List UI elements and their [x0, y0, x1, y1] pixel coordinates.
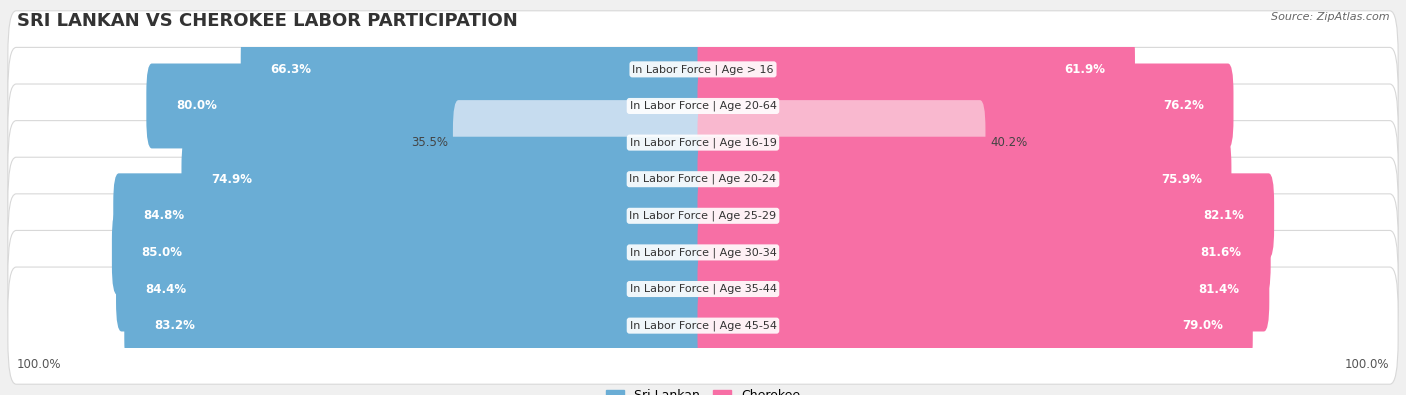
FancyBboxPatch shape	[8, 194, 1398, 311]
FancyBboxPatch shape	[8, 11, 1398, 128]
Text: 84.4%: 84.4%	[146, 282, 187, 295]
Text: Source: ZipAtlas.com: Source: ZipAtlas.com	[1271, 12, 1389, 22]
Text: 74.9%: 74.9%	[211, 173, 252, 186]
FancyBboxPatch shape	[112, 210, 709, 295]
Text: In Labor Force | Age 25-29: In Labor Force | Age 25-29	[630, 211, 776, 221]
Text: In Labor Force | Age > 16: In Labor Force | Age > 16	[633, 64, 773, 75]
FancyBboxPatch shape	[8, 84, 1398, 201]
FancyBboxPatch shape	[8, 267, 1398, 384]
FancyBboxPatch shape	[697, 100, 986, 185]
FancyBboxPatch shape	[697, 246, 1270, 331]
Text: 40.2%: 40.2%	[990, 136, 1028, 149]
Legend: Sri Lankan, Cherokee: Sri Lankan, Cherokee	[600, 384, 806, 395]
Text: 66.3%: 66.3%	[270, 63, 311, 76]
FancyBboxPatch shape	[240, 27, 709, 112]
Text: In Labor Force | Age 30-34: In Labor Force | Age 30-34	[630, 247, 776, 258]
FancyBboxPatch shape	[697, 173, 1274, 258]
Text: 81.6%: 81.6%	[1201, 246, 1241, 259]
FancyBboxPatch shape	[114, 173, 709, 258]
Text: 80.0%: 80.0%	[176, 100, 217, 113]
Text: 85.0%: 85.0%	[142, 246, 183, 259]
Text: In Labor Force | Age 16-19: In Labor Force | Age 16-19	[630, 137, 776, 148]
Text: 100.0%: 100.0%	[17, 358, 62, 371]
FancyBboxPatch shape	[8, 47, 1398, 165]
Text: In Labor Force | Age 20-64: In Labor Force | Age 20-64	[630, 101, 776, 111]
Text: 84.8%: 84.8%	[143, 209, 184, 222]
FancyBboxPatch shape	[8, 120, 1398, 238]
FancyBboxPatch shape	[697, 64, 1233, 149]
Text: 82.1%: 82.1%	[1204, 209, 1244, 222]
Text: 61.9%: 61.9%	[1064, 63, 1105, 76]
FancyBboxPatch shape	[697, 283, 1253, 368]
FancyBboxPatch shape	[124, 283, 709, 368]
FancyBboxPatch shape	[697, 27, 1135, 112]
FancyBboxPatch shape	[146, 64, 709, 149]
Text: 76.2%: 76.2%	[1163, 100, 1204, 113]
FancyBboxPatch shape	[8, 157, 1398, 275]
Text: 35.5%: 35.5%	[411, 136, 449, 149]
Text: 79.0%: 79.0%	[1182, 319, 1223, 332]
Text: 100.0%: 100.0%	[1344, 358, 1389, 371]
Text: In Labor Force | Age 35-44: In Labor Force | Age 35-44	[630, 284, 776, 294]
FancyBboxPatch shape	[8, 230, 1398, 348]
Text: 81.4%: 81.4%	[1199, 282, 1240, 295]
Text: 83.2%: 83.2%	[153, 319, 195, 332]
Text: In Labor Force | Age 20-24: In Labor Force | Age 20-24	[630, 174, 776, 184]
FancyBboxPatch shape	[453, 100, 709, 185]
Text: In Labor Force | Age 45-54: In Labor Force | Age 45-54	[630, 320, 776, 331]
Text: 75.9%: 75.9%	[1161, 173, 1202, 186]
FancyBboxPatch shape	[697, 210, 1271, 295]
FancyBboxPatch shape	[697, 137, 1232, 222]
FancyBboxPatch shape	[117, 246, 709, 331]
FancyBboxPatch shape	[181, 137, 709, 222]
Text: SRI LANKAN VS CHEROKEE LABOR PARTICIPATION: SRI LANKAN VS CHEROKEE LABOR PARTICIPATI…	[17, 12, 517, 30]
